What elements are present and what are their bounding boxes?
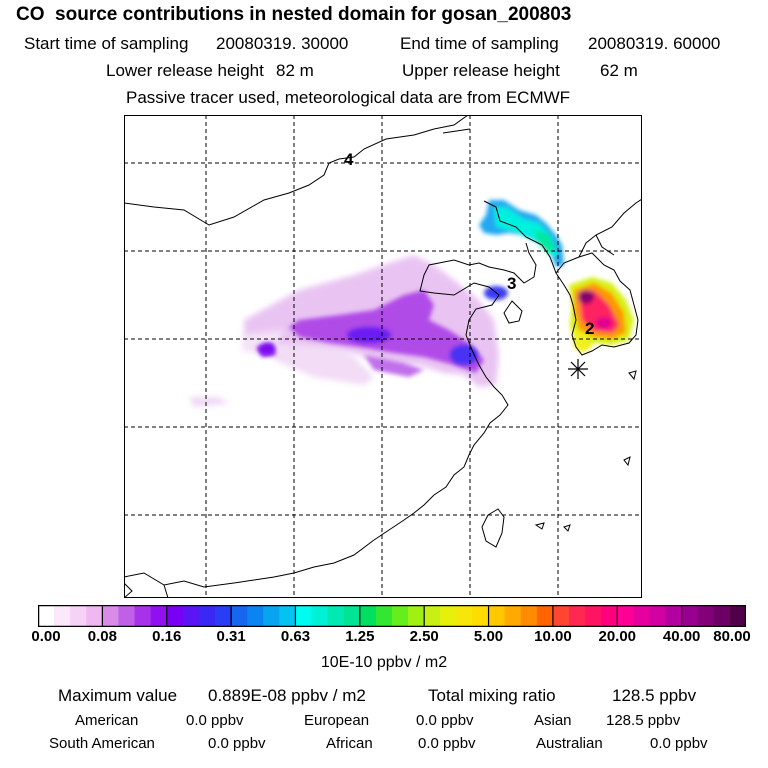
colorbar-cell [86, 605, 103, 627]
total-mixing-label: Total mixing ratio [428, 686, 556, 705]
colorbar-tick-label: 0.00 [31, 628, 61, 645]
colorbar-cell [408, 605, 425, 627]
american-value: 0.0 ppbv [186, 712, 244, 729]
lower-height-label: Lower release height [106, 61, 264, 80]
colorbar-cell [472, 605, 490, 627]
colorbar-tick-label: 0.31 [216, 628, 246, 645]
colorbar-cell [569, 605, 586, 627]
colorbar-cell [617, 605, 634, 627]
map-label-2: 2 [585, 319, 594, 338]
page-title: CO source contributions in nested domain… [16, 4, 572, 25]
total-mixing-value: 128.5 ppbv [612, 686, 697, 705]
colorbar-cell [697, 605, 715, 627]
colorbar-tick-label: 0.63 [280, 628, 311, 645]
colorbar-cell [665, 605, 683, 627]
asian-label: Asian [534, 712, 572, 729]
colorbar-cell [440, 605, 457, 627]
colorbar-cells [38, 605, 746, 627]
colorbar-cell [633, 605, 651, 627]
american-label: American [75, 712, 139, 729]
plume-arc [479, 200, 564, 267]
colorbar-cell [215, 605, 232, 627]
colorbar-cell [327, 605, 345, 627]
colorbar-cell [70, 605, 87, 627]
colorbar-frame [38, 605, 746, 627]
colorbar-cell [54, 605, 71, 627]
end-time-value: 20080319. 60000 [588, 34, 721, 53]
colorbar-cell [424, 605, 441, 627]
upper-height-value: 62 m [600, 61, 638, 80]
map-label-4: 4 [344, 150, 354, 169]
colorbar-cell [118, 605, 136, 627]
colorbar-tick-label: 2.50 [409, 628, 439, 645]
colorbar-cell [263, 605, 280, 627]
tracer-note: Passive tracer used, meteorological data… [126, 88, 571, 107]
colorbar-cell [150, 605, 168, 627]
asian-value: 128.5 ppbv [606, 712, 681, 729]
coastlines [124, 115, 642, 598]
colorbar-cell [247, 605, 264, 627]
colorbar-tick-label: 0.16 [152, 628, 182, 645]
european-label: European [304, 712, 370, 729]
south-american-label: South American [49, 735, 155, 752]
european-value: 0.0 ppbv [416, 712, 474, 729]
colorbar-cell [713, 605, 731, 627]
african-value: 0.0 ppbv [418, 735, 476, 752]
colorbar-cell [504, 605, 522, 627]
colorbar-cell [295, 605, 313, 627]
lower-height-value: 82 m [276, 61, 314, 80]
colorbar-cell [729, 605, 746, 627]
colorbar-separators [101, 605, 683, 627]
colorbar-cell [166, 605, 184, 627]
max-value: 0.889E-08 ppbv / m2 [208, 686, 366, 705]
colorbar-tick-label: 10.00 [534, 628, 572, 645]
african-label: African [326, 735, 373, 752]
colorbar-cell [585, 605, 602, 627]
colorbar-cell [231, 605, 248, 627]
map-frame [124, 115, 642, 598]
map-svg: 4 3 2 [124, 115, 642, 598]
colorbar-cell [182, 605, 200, 627]
colorbar-cell [649, 605, 667, 627]
colorbar-cell [601, 605, 618, 627]
colorbar-cell [488, 605, 506, 627]
colorbar-cell [392, 605, 409, 627]
plume-korea [569, 277, 634, 353]
colorbar-cell [134, 605, 152, 627]
colorbar-cell [681, 605, 699, 627]
colorbar-cell [375, 605, 393, 627]
colorbar-cell [359, 605, 377, 627]
colorbar-tick-label: 20.00 [598, 628, 637, 645]
colorbar-cell [456, 605, 474, 627]
colorbar-cell [536, 605, 554, 627]
colorbar-tick-label: 0.08 [87, 628, 117, 645]
colorbar-cell [343, 605, 361, 627]
colorbar-units: 10E-10 ppbv / m2 [320, 654, 448, 671]
australian-label: Australian [536, 735, 603, 752]
colorbar-cell [102, 605, 120, 627]
upper-height-label: Upper release height [402, 61, 560, 80]
colorbar-cell [198, 605, 216, 627]
map-panel: 4 3 2 [124, 115, 642, 598]
start-time-label: Start time of sampling [24, 34, 189, 53]
colorbar-cell [279, 605, 297, 627]
colorbar-tick-label: 5.00 [473, 628, 504, 645]
colorbar-ticks: 0.00 0.08 0.16 0.31 0.63 1.25 2.50 5.00 10.00 20.… [0, 628, 768, 648]
colorbar-tick-label: 80.00 [713, 628, 751, 645]
station-marker-icon [568, 359, 588, 379]
south-american-value: 0.0 ppbv [208, 735, 266, 752]
colorbar-tick-label: 1.25 [345, 628, 375, 645]
colorbar [38, 605, 746, 627]
grid-lines [124, 115, 642, 598]
colorbar-cell [38, 605, 55, 627]
colorbar-cell [520, 605, 538, 627]
colorbar-cell [552, 605, 570, 627]
colorbar-cell [311, 605, 329, 627]
max-value-label: Maximum value [58, 686, 178, 705]
map-label-3: 3 [507, 274, 516, 293]
end-time-label: End time of sampling [400, 34, 559, 53]
colorbar-tick-label: 40.00 [662, 628, 701, 645]
start-time-value: 20080319. 30000 [216, 34, 349, 53]
australian-value: 0.0 ppbv [650, 735, 708, 752]
